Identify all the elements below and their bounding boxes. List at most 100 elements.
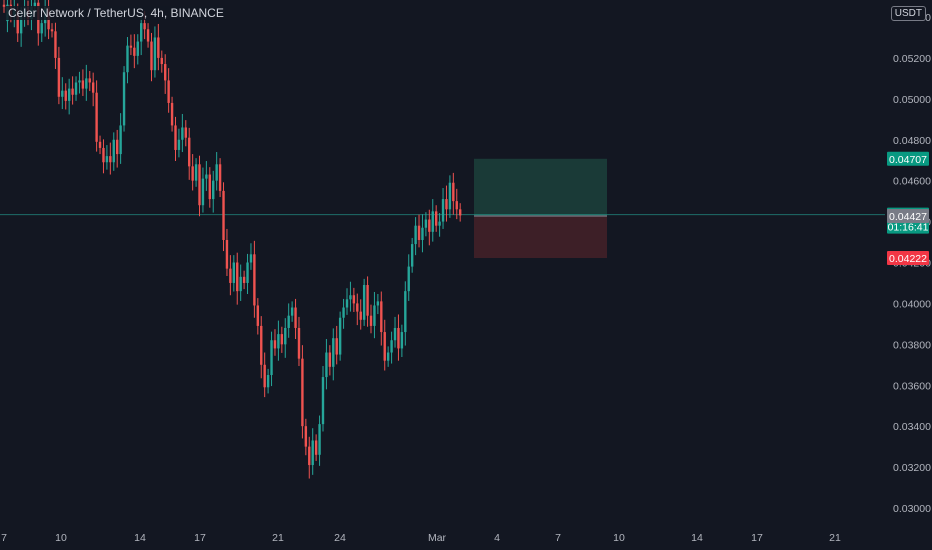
candle-body (431, 211, 434, 232)
candle-body (383, 332, 386, 361)
candle-body (40, 23, 43, 34)
candle-body (50, 29, 54, 32)
candle-body (74, 82, 78, 95)
candle-body (198, 164, 201, 206)
candle-body (369, 315, 373, 326)
y-axis-tick-label: 0.03600 (893, 380, 931, 392)
y-axis-tick-label: 0.03400 (893, 421, 931, 433)
candle-body (376, 301, 380, 306)
x-axis-tick-label: 21 (272, 532, 284, 544)
candle-body (424, 219, 428, 228)
y-axis-tick-label: 0.05200 (893, 53, 931, 65)
candle-body (266, 375, 270, 388)
x-axis-tick-label: 14 (691, 532, 703, 544)
candle-body (438, 221, 441, 226)
candle-body (352, 295, 356, 304)
candle-body (164, 64, 167, 81)
candle-body (188, 137, 191, 167)
candle-body (380, 301, 383, 333)
candle-body (249, 254, 253, 263)
candle-body (232, 262, 236, 283)
candle-body (455, 201, 458, 210)
candle-body (150, 41, 153, 71)
candle-body (19, 17, 23, 34)
candle-body (85, 78, 88, 89)
x-axis-tick-label: 17 (751, 532, 763, 544)
candle-body (157, 37, 160, 58)
y-axis-tick-label: 0.03800 (893, 339, 931, 351)
candle-body (33, 2, 37, 7)
candle-body (225, 239, 229, 269)
candle-body (356, 303, 359, 312)
candle-body (359, 311, 362, 320)
candle-body (321, 377, 325, 425)
candle-body (140, 23, 143, 42)
entry-price-tag-label: 0.04427 (889, 211, 927, 223)
candle-body (325, 352, 328, 378)
candle-body (448, 182, 452, 210)
candle-body (102, 147, 105, 163)
currency-selector[interactable]: USDT (890, 6, 926, 21)
candle-body (308, 446, 311, 466)
candle-body (119, 125, 122, 155)
candle-body (133, 47, 136, 56)
candle-body (160, 57, 163, 65)
x-axis-tick-label: 10 (613, 532, 625, 544)
candle-body (366, 285, 369, 316)
x-axis-tick-label: 24 (334, 532, 346, 544)
candle-body (129, 45, 133, 48)
candle-body (115, 139, 119, 155)
candle-body (184, 127, 187, 138)
candle-body (284, 327, 287, 345)
symbol-title[interactable]: Celer Network / TetherUS, 4h, BINANCE (6, 6, 226, 20)
x-axis-tick-label: 14 (134, 532, 146, 544)
candle-body (201, 178, 205, 206)
x-axis-tick-label: 7 (555, 532, 561, 544)
candle-body (338, 317, 342, 355)
candle-body (318, 424, 321, 455)
candle-body (67, 88, 71, 101)
candle-body (105, 156, 109, 163)
candle-body (222, 190, 225, 240)
x-axis-tick-label: 7 (1, 532, 7, 544)
candle-body (126, 45, 129, 73)
candle-body (349, 295, 352, 300)
countdown-label: 01:16:41 (888, 222, 929, 234)
candle-body (328, 352, 332, 367)
candle-body (253, 254, 256, 306)
candle-body (61, 90, 64, 97)
stop-loss-price-tag-label: 0.04222 (889, 253, 927, 265)
candle-body (417, 225, 421, 240)
candle-body (153, 37, 157, 71)
y-axis-tick-label: 0.03200 (893, 462, 931, 474)
candle-body (390, 340, 393, 353)
candle-body (88, 78, 91, 83)
candle-body (270, 340, 273, 376)
candle-body (246, 262, 249, 283)
candle-body (71, 88, 74, 95)
candle-body (256, 305, 260, 326)
candle-body (208, 174, 211, 200)
candle-body (386, 352, 390, 361)
candle-body (78, 80, 81, 83)
candle-body (122, 72, 126, 126)
y-axis-tick-label: 0.03000 (893, 503, 931, 515)
candle-body (404, 291, 407, 333)
candle-body (218, 164, 222, 191)
candle-body (421, 227, 424, 240)
candle-body (236, 262, 239, 292)
entry-price-tag (887, 209, 929, 224)
candle-body (311, 440, 314, 466)
take-profit-zone (474, 158, 607, 217)
candle-body (301, 358, 304, 427)
take-profit-price-tag (887, 151, 929, 166)
candle-body (332, 338, 335, 367)
candle-body (177, 139, 181, 150)
candle-body (57, 57, 61, 97)
candle-body (373, 305, 376, 326)
candle-body (280, 334, 284, 345)
candle-body (91, 82, 95, 93)
candle-body (143, 23, 146, 30)
candle-body (458, 209, 462, 216)
